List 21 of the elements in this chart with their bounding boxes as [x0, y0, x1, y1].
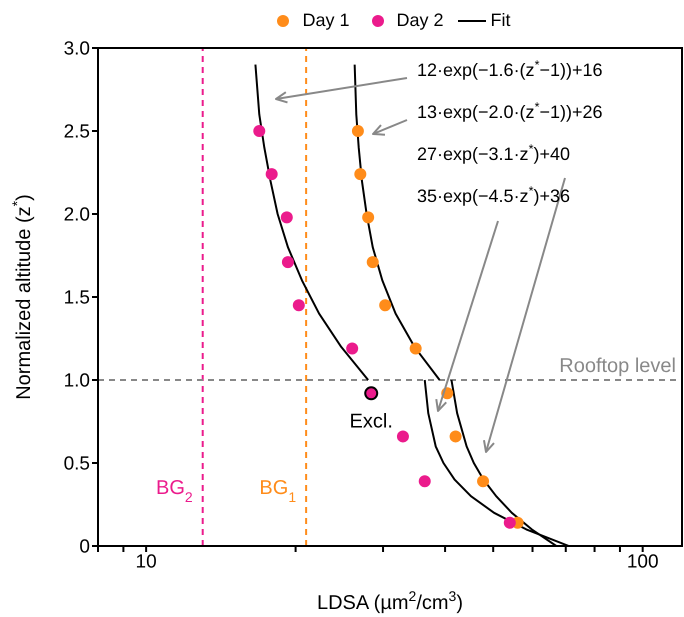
y-tick-label: 2.5 [64, 122, 90, 143]
x-axis-title: LDSA (µm$^{2}$/cm$^{3}$) [316, 588, 464, 614]
ref-line-label: Rooftop level [559, 355, 676, 377]
legend-label: Day 2 [396, 10, 444, 31]
y-tick-label: 2.0 [64, 204, 90, 226]
x-tick-label: 100 [626, 551, 659, 572]
annotation: 35·exp(−4.5·z$^{*}$)+36 [417, 184, 570, 206]
y-tick-label: 0.5 [64, 454, 90, 475]
y-tick-label: 1.0 [64, 370, 90, 392]
ref-line-label: BG$_{2}$ [156, 477, 193, 505]
legend-label: Day 1 [302, 10, 350, 31]
ref-line-label: BG$_{1}$ [259, 477, 296, 505]
y-tick-label: 0 [79, 536, 90, 558]
legend-label: Fit [490, 10, 511, 31]
annotation: Excl. [350, 410, 393, 432]
annotation: 12·exp(−1.6·(z$^{*}$−1))+16 [417, 58, 603, 80]
x-tick-label: 10 [136, 551, 157, 572]
y-tick-label: 3.0 [64, 38, 90, 60]
y-tick-label: 1.5 [64, 288, 90, 309]
annotation: 27·exp(−3.1·z$^{*}$)+40 [417, 142, 570, 164]
annotation: 13·exp(−2.0·(z$^{*}$−1))+26 [417, 100, 603, 122]
